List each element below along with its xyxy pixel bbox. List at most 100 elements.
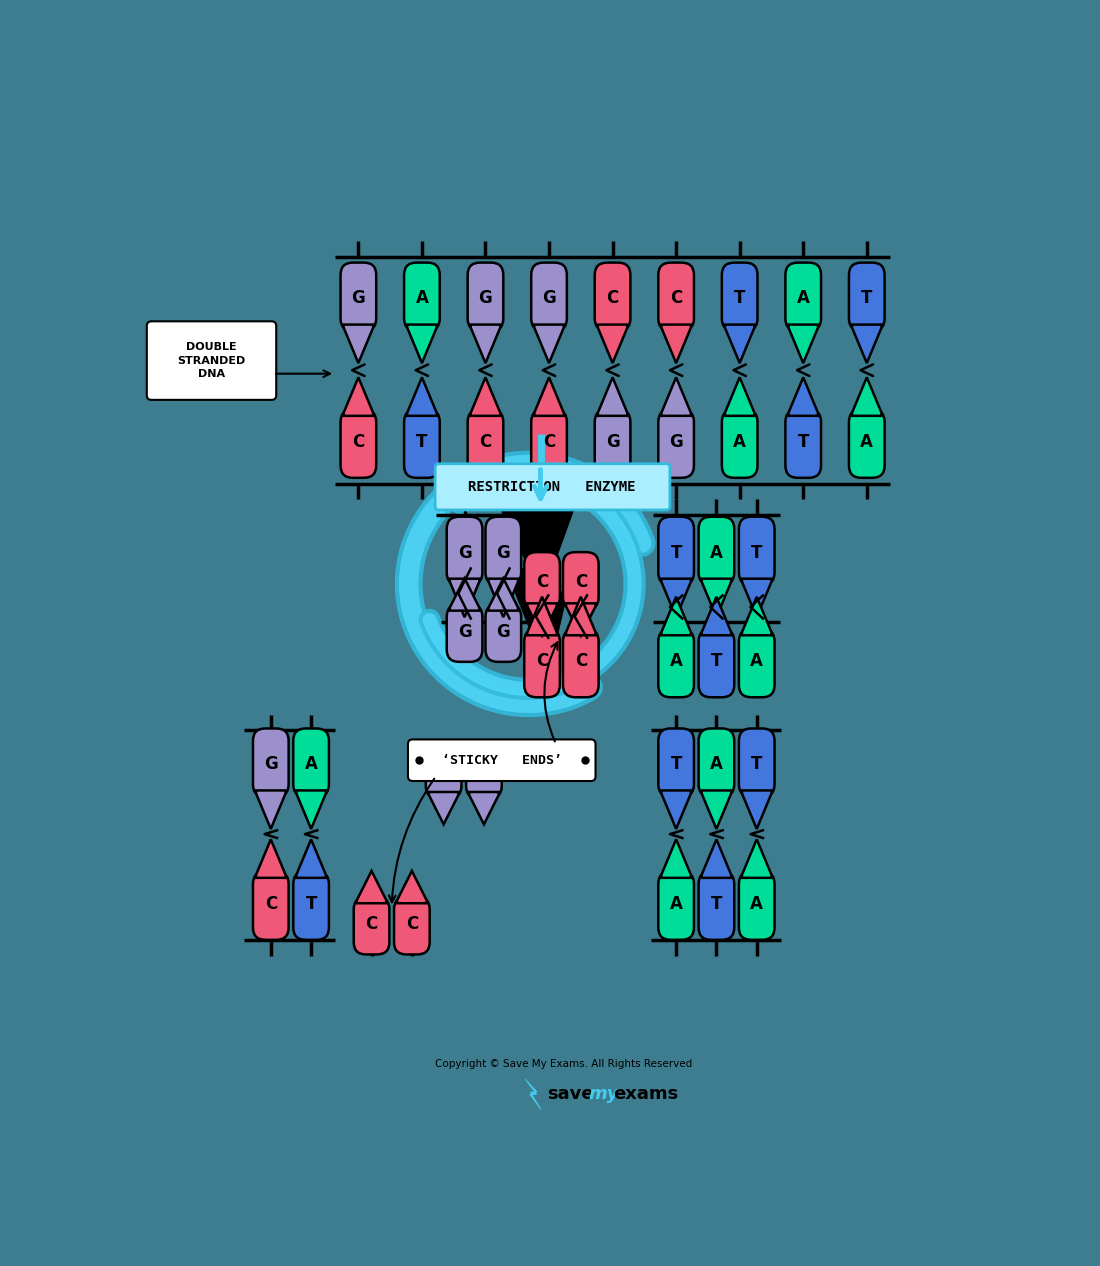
Polygon shape: [661, 839, 691, 877]
FancyBboxPatch shape: [525, 629, 560, 698]
Polygon shape: [742, 790, 771, 829]
Text: G: G: [606, 433, 619, 451]
FancyBboxPatch shape: [466, 741, 502, 798]
Text: RESTRICTION   ENZYME: RESTRICTION ENZYME: [469, 480, 636, 494]
Polygon shape: [407, 324, 437, 363]
FancyBboxPatch shape: [739, 872, 774, 939]
Text: G: G: [496, 543, 510, 562]
Polygon shape: [450, 579, 480, 618]
Polygon shape: [597, 377, 627, 415]
Polygon shape: [450, 579, 480, 610]
FancyBboxPatch shape: [785, 262, 821, 330]
FancyBboxPatch shape: [404, 262, 440, 330]
Polygon shape: [525, 1079, 541, 1110]
FancyBboxPatch shape: [426, 741, 462, 798]
Polygon shape: [296, 790, 326, 829]
Text: A: A: [734, 433, 746, 451]
Polygon shape: [471, 324, 501, 363]
Text: T: T: [751, 756, 762, 774]
FancyBboxPatch shape: [531, 410, 566, 477]
FancyBboxPatch shape: [739, 728, 774, 796]
FancyBboxPatch shape: [354, 898, 389, 955]
Text: C: C: [574, 573, 587, 591]
Text: A: A: [670, 895, 683, 913]
Polygon shape: [661, 579, 691, 618]
FancyBboxPatch shape: [563, 629, 598, 698]
Polygon shape: [527, 596, 557, 636]
Text: A: A: [670, 652, 683, 671]
Polygon shape: [852, 377, 881, 415]
Text: T: T: [306, 895, 317, 913]
Polygon shape: [725, 324, 755, 363]
Polygon shape: [296, 839, 326, 877]
Text: C: C: [365, 915, 377, 933]
Text: G: G: [264, 756, 277, 774]
Polygon shape: [488, 579, 518, 618]
Text: G: G: [458, 623, 472, 641]
Text: A: A: [860, 433, 873, 451]
FancyBboxPatch shape: [595, 410, 630, 477]
Text: C: C: [265, 895, 277, 913]
FancyBboxPatch shape: [485, 517, 521, 585]
Polygon shape: [702, 839, 732, 877]
Text: G: G: [477, 762, 491, 780]
Text: A: A: [710, 543, 723, 562]
Polygon shape: [470, 793, 498, 824]
FancyBboxPatch shape: [658, 629, 694, 698]
FancyBboxPatch shape: [447, 517, 483, 585]
FancyBboxPatch shape: [436, 463, 670, 510]
Polygon shape: [742, 839, 771, 877]
Text: T: T: [798, 433, 808, 451]
Text: A: A: [750, 652, 763, 671]
Text: T: T: [670, 543, 682, 562]
FancyBboxPatch shape: [253, 728, 288, 796]
Text: A: A: [305, 756, 318, 774]
Polygon shape: [566, 604, 595, 636]
Polygon shape: [661, 596, 691, 636]
FancyBboxPatch shape: [294, 872, 329, 939]
FancyBboxPatch shape: [658, 872, 694, 939]
Text: C: C: [352, 433, 364, 451]
FancyBboxPatch shape: [698, 728, 735, 796]
Polygon shape: [488, 579, 518, 610]
FancyBboxPatch shape: [739, 517, 774, 585]
Text: DOUBLE
STRANDED
DNA: DOUBLE STRANDED DNA: [177, 342, 245, 379]
Polygon shape: [852, 324, 881, 363]
Polygon shape: [256, 839, 286, 877]
FancyBboxPatch shape: [341, 262, 376, 330]
Polygon shape: [661, 377, 691, 415]
FancyBboxPatch shape: [698, 872, 735, 939]
Text: G: G: [669, 433, 683, 451]
Text: Copyright © Save My Exams. All Rights Reserved: Copyright © Save My Exams. All Rights Re…: [436, 1058, 692, 1069]
Polygon shape: [397, 871, 427, 903]
Text: C: C: [406, 915, 418, 933]
Text: C: C: [606, 290, 618, 308]
Polygon shape: [725, 377, 755, 415]
FancyBboxPatch shape: [722, 262, 758, 330]
FancyBboxPatch shape: [253, 872, 288, 939]
Polygon shape: [256, 790, 286, 829]
FancyBboxPatch shape: [658, 517, 694, 585]
FancyBboxPatch shape: [404, 410, 440, 477]
Text: my: my: [588, 1085, 619, 1104]
Text: G: G: [458, 543, 472, 562]
Text: G: G: [352, 290, 365, 308]
Text: C: C: [670, 290, 682, 308]
Text: G: G: [478, 290, 493, 308]
FancyBboxPatch shape: [595, 262, 630, 330]
FancyBboxPatch shape: [408, 739, 595, 781]
Text: C: C: [536, 573, 548, 591]
Polygon shape: [491, 484, 583, 676]
FancyBboxPatch shape: [485, 604, 521, 662]
Text: A: A: [416, 290, 428, 308]
Text: exams: exams: [614, 1085, 679, 1104]
Polygon shape: [407, 377, 437, 415]
FancyBboxPatch shape: [468, 262, 504, 330]
Polygon shape: [343, 377, 373, 415]
FancyBboxPatch shape: [294, 728, 329, 796]
Polygon shape: [789, 377, 818, 415]
Polygon shape: [471, 377, 501, 415]
Text: T: T: [670, 756, 682, 774]
Text: A: A: [710, 756, 723, 774]
Text: T: T: [711, 895, 722, 913]
